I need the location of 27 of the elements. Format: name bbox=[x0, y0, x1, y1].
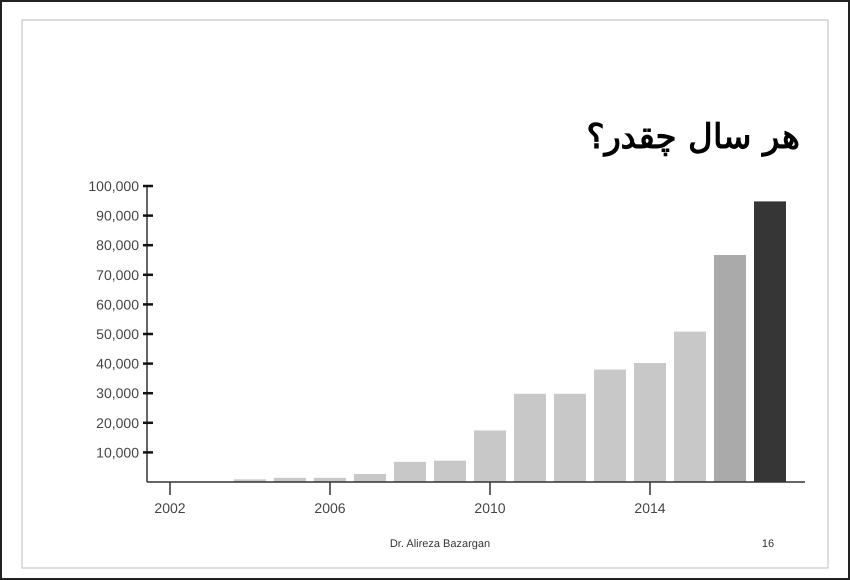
y-tick-label: 20,000 bbox=[96, 414, 140, 431]
y-tick-label: 60,000 bbox=[96, 296, 140, 312]
y-tick-label: 70,000 bbox=[96, 266, 140, 283]
x-tick-label: 2010 bbox=[474, 500, 506, 516]
bar bbox=[674, 332, 706, 482]
bar bbox=[354, 474, 386, 482]
y-tick-label: 80,000 bbox=[96, 237, 140, 254]
bar bbox=[434, 460, 466, 482]
x-tick-label: 2002 bbox=[154, 500, 186, 516]
bar bbox=[554, 394, 586, 482]
bar bbox=[474, 430, 506, 482]
bar bbox=[594, 370, 626, 482]
bar bbox=[634, 363, 666, 482]
text: 16 bbox=[762, 538, 774, 550]
x-tick-label: 2006 bbox=[314, 500, 346, 516]
y-tick-label: 10,000 bbox=[96, 444, 140, 460]
y-tick-label: 30,000 bbox=[96, 385, 140, 402]
text: Dr. Alireza Bazargan bbox=[390, 538, 490, 550]
y-tick-label: 90,000 bbox=[96, 208, 140, 224]
bar bbox=[514, 394, 546, 482]
x-tick-label: 2014 bbox=[634, 500, 666, 516]
y-tick-label: 100,000 bbox=[88, 178, 140, 194]
y-tick-label: 50,000 bbox=[96, 326, 140, 342]
chart-title: هر سال چقدر؟ bbox=[586, 117, 800, 157]
y-tick-label: 40,000 bbox=[96, 356, 140, 372]
bar bbox=[394, 462, 426, 482]
bar bbox=[714, 254, 746, 482]
